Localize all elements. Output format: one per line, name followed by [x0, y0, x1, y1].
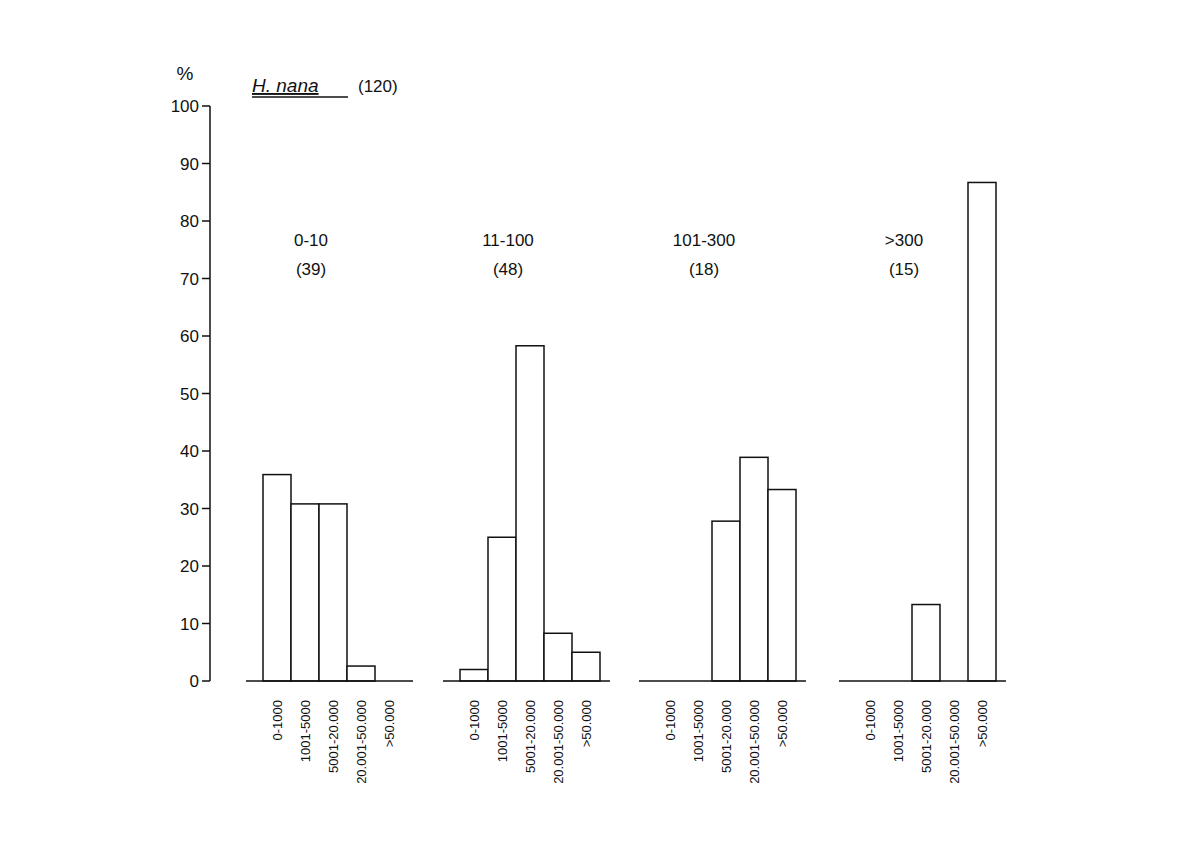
x-tick-label: 5001-20.000 [919, 700, 934, 773]
title: H. nana [252, 75, 319, 96]
x-tick-label: >50.000 [975, 700, 990, 747]
x-tick-label: 1001-5000 [891, 700, 906, 762]
panel-title: >300 [885, 231, 923, 250]
y-tick-label: 60 [180, 327, 199, 346]
y-tick-label: 90 [180, 155, 199, 174]
y-tick-label: 100 [171, 97, 199, 116]
bar [768, 490, 796, 681]
y-tick [202, 105, 210, 107]
x-tick-label: 0-1000 [467, 700, 482, 740]
bar [347, 666, 375, 681]
x-tick-label: 5001-20.000 [719, 700, 734, 773]
x-tick-label: 0-1000 [270, 700, 285, 740]
x-tick-label: >50.000 [775, 700, 790, 747]
y-label: % [177, 63, 194, 84]
x-tick-label: 5001-20.000 [523, 700, 538, 773]
panel-subtitle: (39) [296, 260, 326, 279]
x-tick-label: 20.001-50.000 [947, 700, 962, 784]
y-tick [202, 163, 210, 165]
y-tick [202, 278, 210, 280]
baseline [443, 680, 610, 682]
subtitle: (120) [358, 77, 398, 96]
bar [319, 504, 347, 681]
x-tick-label: 20.001-50.000 [747, 700, 762, 784]
y-tick [202, 220, 210, 222]
bar [740, 457, 768, 681]
x-tick-label: 20.001-50.000 [551, 700, 566, 784]
y-tick-label: 50 [180, 385, 199, 404]
panel-subtitle: (18) [689, 260, 719, 279]
panel-subtitle: (15) [889, 260, 919, 279]
y-tick-label: 40 [180, 442, 199, 461]
panel-title: 101-300 [673, 231, 735, 250]
bar [263, 475, 291, 681]
y-tick-label: 80 [180, 212, 199, 231]
y-tick [202, 565, 210, 567]
x-tick-label: 20.001-50.000 [354, 700, 369, 784]
y-tick [202, 680, 210, 682]
y-tick [202, 508, 210, 510]
x-tick-label: >50.000 [579, 700, 594, 747]
bar [544, 633, 572, 681]
bar [912, 605, 940, 681]
panel-title: 11-100 [482, 231, 534, 250]
panel-title: 0-10 [294, 231, 328, 250]
x-tick-label: 1001-5000 [298, 700, 313, 762]
x-tick-label: >50.000 [382, 700, 397, 747]
x-tick-label: 5001-20.000 [326, 700, 341, 773]
y-tick-label: 70 [180, 270, 199, 289]
bar [460, 670, 488, 682]
y-tick-label: 20 [180, 557, 199, 576]
x-tick-label: 0-1000 [663, 700, 678, 740]
baseline [839, 680, 1006, 682]
y-tick-label: 0 [190, 672, 199, 691]
bar [968, 182, 996, 681]
baseline [246, 680, 413, 682]
y-tick [202, 335, 210, 337]
bar [291, 504, 319, 681]
y-tick [202, 450, 210, 452]
bar [572, 652, 600, 681]
y-tick [202, 623, 210, 625]
x-tick-label: 0-1000 [863, 700, 878, 740]
y-tick [202, 393, 210, 395]
y-tick-label: 30 [180, 500, 199, 519]
bars [263, 182, 996, 681]
x-tick-label: 1001-5000 [691, 700, 706, 762]
bar [488, 537, 516, 681]
bar [712, 521, 740, 681]
bar [516, 346, 544, 681]
x-tick-label: 1001-5000 [495, 700, 510, 762]
panel-subtitle: (48) [493, 260, 523, 279]
y-tick-label: 10 [180, 615, 199, 634]
baseline [639, 680, 806, 682]
title-underline [252, 96, 348, 98]
